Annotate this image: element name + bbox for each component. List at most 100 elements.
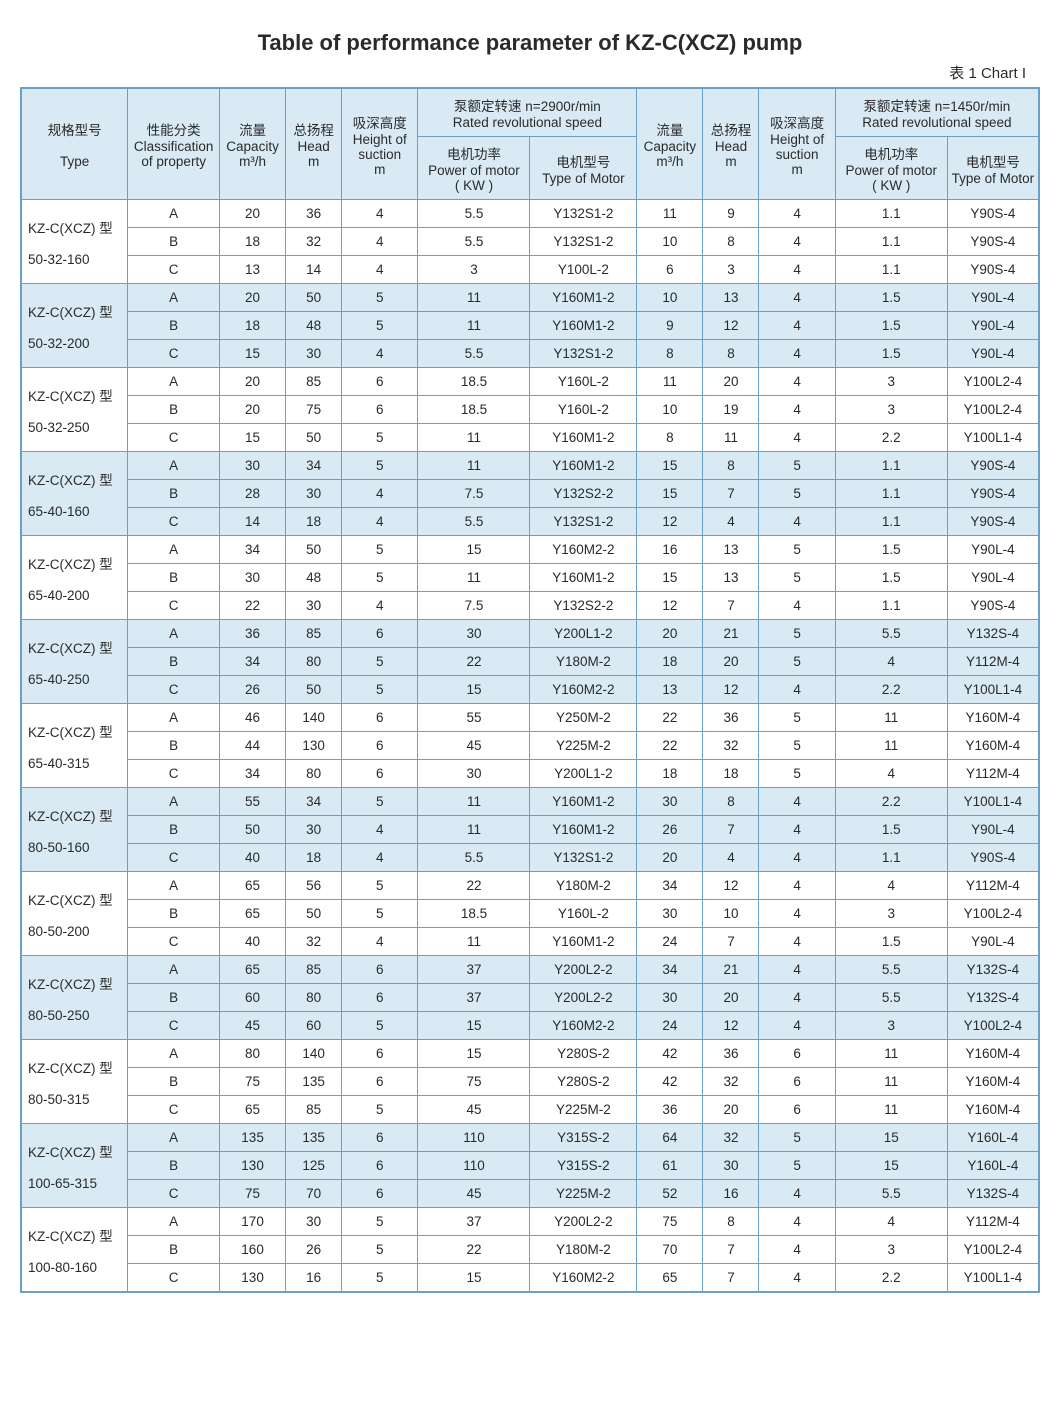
cell-mot2: Y160M-4 [947,1096,1039,1124]
cell-pow2: 4 [835,760,947,788]
cell-cls: C [128,1264,220,1293]
cell-cap: 65 [219,956,285,984]
table-row: C13016515Y160M2-265742.2Y100L1-4 [21,1264,1039,1293]
type-cell: KZ-C(XCZ) 型65-40-315 [21,704,128,788]
cell-cap: 50 [219,816,285,844]
table-row: C4560515Y160M2-2241243Y100L2-4 [21,1012,1039,1040]
cell-cap2: 20 [637,620,703,648]
cell-suc: 5 [342,872,418,900]
cell-suc2: 5 [759,704,835,732]
cell-suc: 6 [342,1124,418,1152]
cell-head: 30 [286,480,342,508]
table-row: B16026522Y180M-270743Y100L2-4 [21,1236,1039,1264]
table-row: C4032411Y160M1-224741.5Y90L-4 [21,928,1039,956]
cell-cls: B [128,900,220,928]
cell-mot: Y132S1-2 [530,228,637,256]
cell-cap2: 42 [637,1068,703,1096]
cell-pow: 5.5 [418,340,530,368]
cell-cap2: 13 [637,676,703,704]
cell-mot2: Y90S-4 [947,508,1039,536]
cell-head: 60 [286,1012,342,1040]
cell-suc: 4 [342,508,418,536]
cell-cls: B [128,1152,220,1180]
cell-pow2: 3 [835,396,947,424]
cell-mot: Y280S-2 [530,1040,637,1068]
cell-pow: 5.5 [418,508,530,536]
cell-pow: 37 [418,984,530,1012]
cell-pow2: 1.1 [835,256,947,284]
cell-head: 80 [286,648,342,676]
cell-mot2: Y90L-4 [947,564,1039,592]
cell-suc: 5 [342,1208,418,1236]
cell-cap2: 42 [637,1040,703,1068]
cell-suc: 4 [342,844,418,872]
cell-suc2: 4 [759,956,835,984]
cell-cap2: 15 [637,452,703,480]
cell-head: 48 [286,312,342,340]
cell-suc2: 5 [759,1152,835,1180]
cell-suc2: 4 [759,900,835,928]
cell-pow: 45 [418,732,530,760]
page-title: Table of performance parameter of KZ-C(X… [20,30,1040,56]
cell-pow: 11 [418,564,530,592]
cell-head: 85 [286,956,342,984]
cell-suc: 4 [342,228,418,256]
cell-pow: 110 [418,1124,530,1152]
cell-suc: 5 [342,424,418,452]
cell-cap: 34 [219,648,285,676]
cell-cls: B [128,984,220,1012]
cell-cap: 44 [219,732,285,760]
cell-pow: 5.5 [418,228,530,256]
cell-mot2: Y160M-4 [947,1040,1039,1068]
cell-mot2: Y90S-4 [947,592,1039,620]
cell-mot2: Y90S-4 [947,200,1039,228]
cell-mot: Y225M-2 [530,732,637,760]
cell-mot: Y132S1-2 [530,508,637,536]
cell-head: 140 [286,1040,342,1068]
type-cell: KZ-C(XCZ) 型50-32-160 [21,200,128,284]
cell-mot2: Y160M-4 [947,1068,1039,1096]
cell-suc: 6 [342,704,418,732]
cell-mot: Y160M1-2 [530,564,637,592]
cell-pow2: 1.5 [835,564,947,592]
cell-pow2: 1.5 [835,284,947,312]
cell-head: 26 [286,1236,342,1264]
table-row: B5030411Y160M1-226741.5Y90L-4 [21,816,1039,844]
cell-cls: A [128,200,220,228]
col-capacity-2: 流量 Capacity m³/h [637,88,703,200]
cell-mot: Y132S1-2 [530,340,637,368]
cell-suc2: 4 [759,508,835,536]
cell-head: 50 [286,676,342,704]
cell-pow: 110 [418,1152,530,1180]
cell-suc: 6 [342,620,418,648]
cell-suc2: 6 [759,1096,835,1124]
cell-cls: A [128,620,220,648]
cell-mot: Y180M-2 [530,648,637,676]
cell-mot: Y160M1-2 [530,424,637,452]
cell-mot: Y225M-2 [530,1180,637,1208]
cell-mot2: Y132S-4 [947,620,1039,648]
cell-suc: 4 [342,928,418,956]
cell-head: 135 [286,1124,342,1152]
cell-cap2: 22 [637,732,703,760]
cell-suc2: 6 [759,1068,835,1096]
cell-head: 85 [286,620,342,648]
cell-suc2: 4 [759,592,835,620]
cell-cap: 13 [219,256,285,284]
cell-cap2: 12 [637,592,703,620]
cell-pow2: 2.2 [835,788,947,816]
cell-pow: 30 [418,620,530,648]
cell-mot2: Y90S-4 [947,256,1039,284]
cell-cap2: 15 [637,564,703,592]
cell-cap: 75 [219,1068,285,1096]
cell-pow2: 15 [835,1124,947,1152]
col-capacity: 流量 Capacity m³/h [219,88,285,200]
cell-suc: 6 [342,396,418,424]
table-row: B283047.5Y132S2-215751.1Y90S-4 [21,480,1039,508]
col-suction: 吸深高度 Height of suction m [342,88,418,200]
cell-head2: 12 [703,676,759,704]
cell-pow: 5.5 [418,200,530,228]
type-cell: KZ-C(XCZ) 型50-32-200 [21,284,128,368]
cell-suc2: 4 [759,256,835,284]
cell-mot: Y100L-2 [530,256,637,284]
